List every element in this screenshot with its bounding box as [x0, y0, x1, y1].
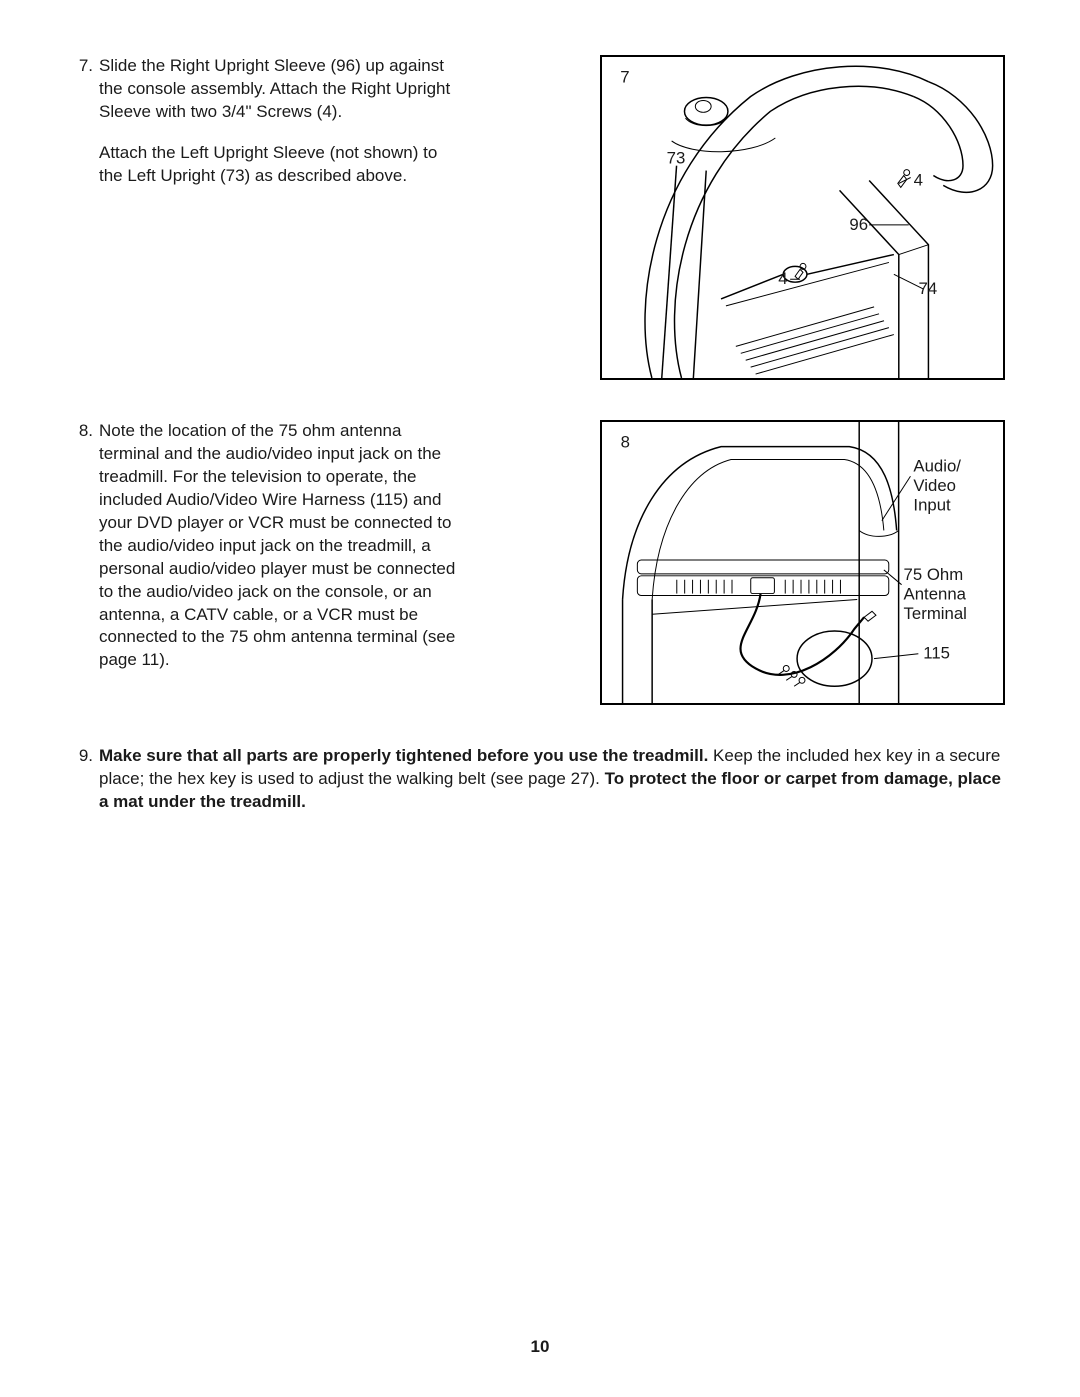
step-7-p1: Slide the Right Upright Sleeve (96) up a… — [99, 55, 465, 124]
step-7-body: Slide the Right Upright Sleeve (96) up a… — [99, 55, 465, 206]
step-9-number: 9. — [75, 745, 99, 832]
fig8-avi2: Video — [913, 476, 956, 495]
step-7-row: 7. Slide the Right Upright Sleeve (96) u… — [75, 55, 1005, 380]
step-9-bold1: Make sure that all parts are properly ti… — [99, 746, 708, 765]
page-number: 10 — [0, 1337, 1080, 1357]
figure-8-svg: 8 — [602, 422, 1003, 703]
fig8-115: 115 — [923, 644, 950, 663]
fig7-label-4a: 4 — [914, 170, 923, 189]
step-8-p1: Note the location of the 75 ohm antenna … — [99, 420, 465, 672]
step-7-number: 7. — [75, 55, 99, 206]
fig7-label-96: 96 — [849, 215, 868, 234]
fig8-ohm1: 75 Ohm — [904, 565, 964, 584]
fig8-boxnum: 8 — [621, 433, 630, 452]
step-9-row: 9. Make sure that all parts are properly… — [75, 745, 1005, 832]
step-7-text: 7. Slide the Right Upright Sleeve (96) u… — [75, 55, 475, 206]
step-8-number: 8. — [75, 420, 99, 690]
fig8-ohm3: Terminal — [904, 604, 967, 623]
fig7-label-4b: 4 — [778, 269, 787, 288]
figure-8-box: 8 — [600, 420, 1005, 705]
figure-7-box: 7 — [600, 55, 1005, 380]
fig8-avi3: Input — [913, 496, 951, 515]
figure-7-col: 7 — [600, 55, 1005, 380]
fig7-label-74: 74 — [919, 279, 938, 298]
step-8-row: 8. Note the location of the 75 ohm anten… — [75, 420, 1005, 705]
fig7-label-73: 73 — [667, 149, 686, 168]
figure-8-col: 8 — [600, 420, 1005, 705]
step-9-body: Make sure that all parts are properly ti… — [99, 745, 1005, 832]
fig8-ohm2: Antenna — [904, 584, 967, 603]
step-7-p2: Attach the Left Upright Sleeve (not show… — [99, 142, 465, 188]
fig7-boxnum: 7 — [620, 68, 629, 87]
step-8-body: Note the location of the 75 ohm antenna … — [99, 420, 465, 690]
fig8-avi1: Audio/ — [913, 456, 961, 475]
step-9-text: Make sure that all parts are properly ti… — [99, 745, 1005, 814]
figure-7-svg: 7 — [602, 57, 1003, 378]
step-8-text: 8. Note the location of the 75 ohm anten… — [75, 420, 475, 690]
